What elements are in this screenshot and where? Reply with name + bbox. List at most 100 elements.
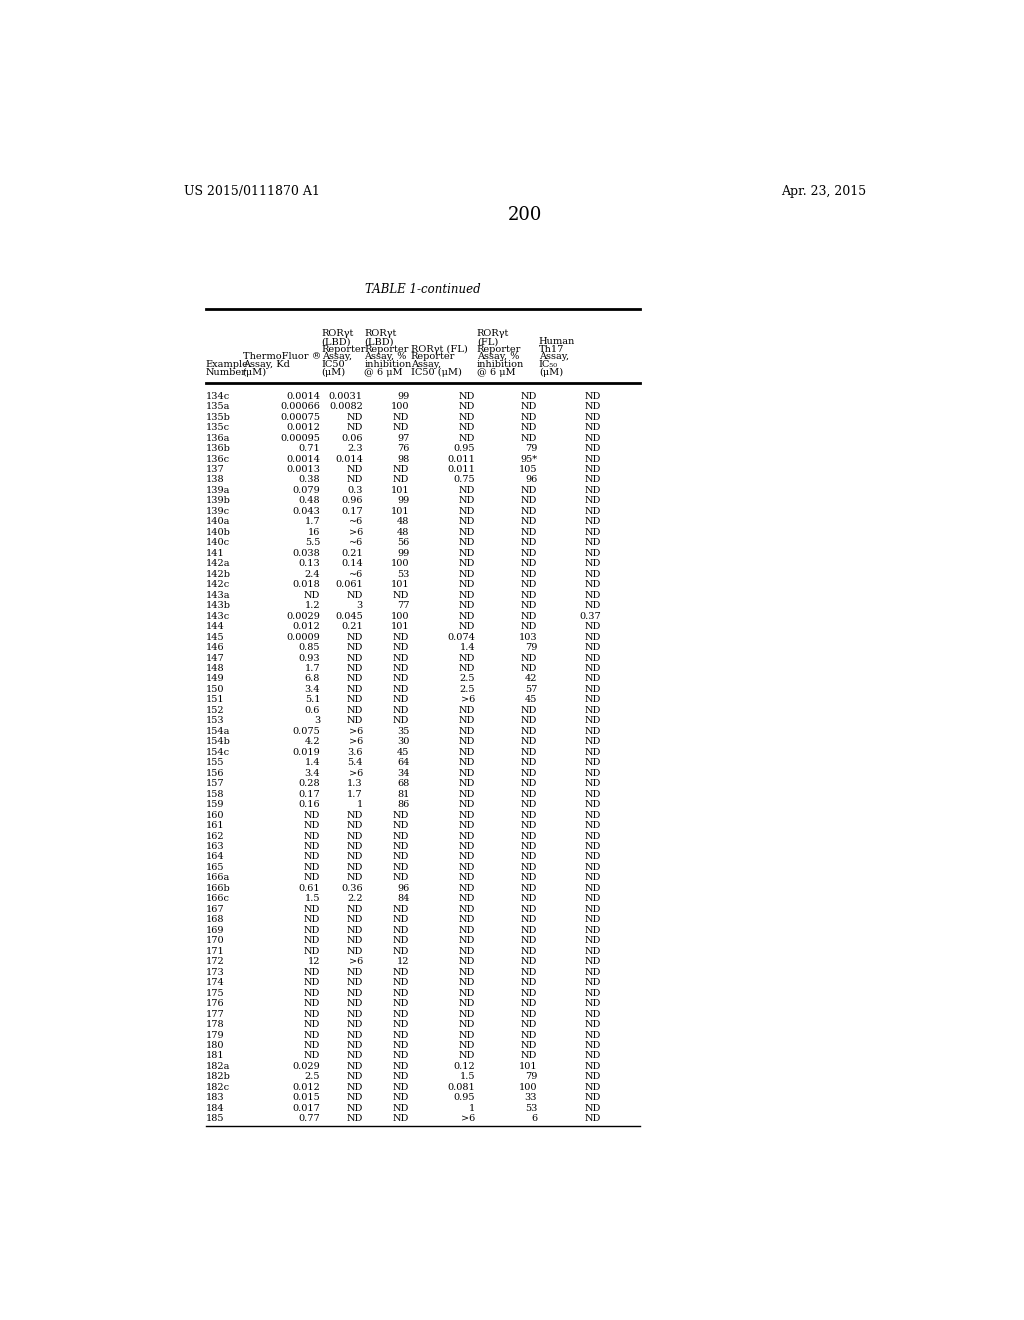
Text: 0.017: 0.017: [292, 1104, 321, 1113]
Text: @ 6 μM: @ 6 μM: [477, 368, 515, 376]
Text: 6.8: 6.8: [305, 675, 321, 684]
Text: 0.14: 0.14: [341, 560, 362, 569]
Text: ND: ND: [393, 946, 410, 956]
Text: ND: ND: [346, 810, 362, 820]
Text: ND: ND: [304, 904, 321, 913]
Text: ND: ND: [585, 968, 601, 977]
Text: 53: 53: [397, 570, 410, 578]
Text: ND: ND: [585, 925, 601, 935]
Text: 147: 147: [206, 653, 224, 663]
Text: ND: ND: [521, 433, 538, 442]
Text: ND: ND: [521, 653, 538, 663]
Text: 0.045: 0.045: [335, 611, 362, 620]
Text: 0.0082: 0.0082: [329, 403, 362, 412]
Text: ND: ND: [585, 842, 601, 851]
Text: ND: ND: [521, 1052, 538, 1060]
Text: 142c: 142c: [206, 581, 229, 589]
Text: ND: ND: [585, 904, 601, 913]
Text: Example: Example: [206, 360, 249, 370]
Text: ND: ND: [585, 727, 601, 735]
Text: ND: ND: [521, 946, 538, 956]
Text: ND: ND: [393, 1082, 410, 1092]
Text: ND: ND: [521, 936, 538, 945]
Text: 68: 68: [397, 779, 410, 788]
Text: 101: 101: [391, 581, 410, 589]
Text: RORγt: RORγt: [322, 330, 354, 338]
Text: ND: ND: [585, 1114, 601, 1123]
Text: ND: ND: [585, 528, 601, 537]
Text: ND: ND: [459, 496, 475, 506]
Text: 146: 146: [206, 643, 224, 652]
Text: ND: ND: [304, 810, 321, 820]
Text: 154a: 154a: [206, 727, 229, 735]
Text: 155: 155: [206, 758, 224, 767]
Text: ND: ND: [393, 643, 410, 652]
Text: ND: ND: [585, 433, 601, 442]
Text: ND: ND: [393, 685, 410, 694]
Text: 0.36: 0.36: [341, 884, 362, 892]
Text: ND: ND: [585, 1052, 601, 1060]
Text: ND: ND: [585, 403, 601, 412]
Text: ND: ND: [585, 517, 601, 527]
Text: 158: 158: [206, 789, 224, 799]
Text: ND: ND: [585, 946, 601, 956]
Text: 0.17: 0.17: [298, 789, 321, 799]
Text: ND: ND: [585, 413, 601, 421]
Text: 53: 53: [525, 1104, 538, 1113]
Text: 76: 76: [397, 444, 410, 453]
Text: 166c: 166c: [206, 895, 229, 903]
Text: 0.21: 0.21: [341, 549, 362, 558]
Text: ND: ND: [304, 989, 321, 998]
Text: 166b: 166b: [206, 884, 230, 892]
Text: ND: ND: [585, 999, 601, 1008]
Text: ND: ND: [585, 664, 601, 673]
Text: 0.12: 0.12: [454, 1061, 475, 1071]
Text: ND: ND: [585, 800, 601, 809]
Text: ND: ND: [459, 738, 475, 746]
Text: 0.012: 0.012: [292, 622, 321, 631]
Text: 140a: 140a: [206, 517, 229, 527]
Text: ND: ND: [585, 444, 601, 453]
Text: ND: ND: [585, 475, 601, 484]
Text: Number: Number: [206, 368, 247, 376]
Text: ND: ND: [393, 853, 410, 862]
Text: ND: ND: [346, 915, 362, 924]
Text: (LBD): (LBD): [365, 337, 394, 346]
Text: ND: ND: [585, 1061, 601, 1071]
Text: ND: ND: [304, 1052, 321, 1060]
Text: ND: ND: [521, 925, 538, 935]
Text: 160: 160: [206, 810, 224, 820]
Text: ND: ND: [585, 957, 601, 966]
Text: 0.48: 0.48: [299, 496, 321, 506]
Text: ND: ND: [393, 632, 410, 642]
Text: ND: ND: [521, 738, 538, 746]
Text: 184: 184: [206, 1104, 224, 1113]
Text: 143c: 143c: [206, 611, 229, 620]
Text: ND: ND: [346, 1052, 362, 1060]
Text: ND: ND: [521, 392, 538, 401]
Text: 97: 97: [397, 433, 410, 442]
Text: IC50: IC50: [322, 360, 345, 370]
Text: 64: 64: [397, 758, 410, 767]
Text: ND: ND: [521, 706, 538, 715]
Text: ND: ND: [304, 842, 321, 851]
Text: ND: ND: [459, 874, 475, 883]
Text: ND: ND: [585, 496, 601, 506]
Text: ND: ND: [585, 1020, 601, 1030]
Text: ND: ND: [459, 549, 475, 558]
Text: ND: ND: [346, 1104, 362, 1113]
Text: ND: ND: [459, 560, 475, 569]
Text: ND: ND: [585, 936, 601, 945]
Text: >6: >6: [348, 727, 362, 735]
Text: ND: ND: [459, 590, 475, 599]
Text: ND: ND: [393, 653, 410, 663]
Text: ND: ND: [346, 685, 362, 694]
Text: ND: ND: [459, 989, 475, 998]
Text: ND: ND: [459, 717, 475, 726]
Text: ND: ND: [521, 590, 538, 599]
Text: (μM): (μM): [539, 368, 563, 378]
Text: ND: ND: [585, 507, 601, 516]
Text: ND: ND: [304, 1020, 321, 1030]
Text: (μM): (μM): [243, 368, 267, 378]
Text: ND: ND: [521, 622, 538, 631]
